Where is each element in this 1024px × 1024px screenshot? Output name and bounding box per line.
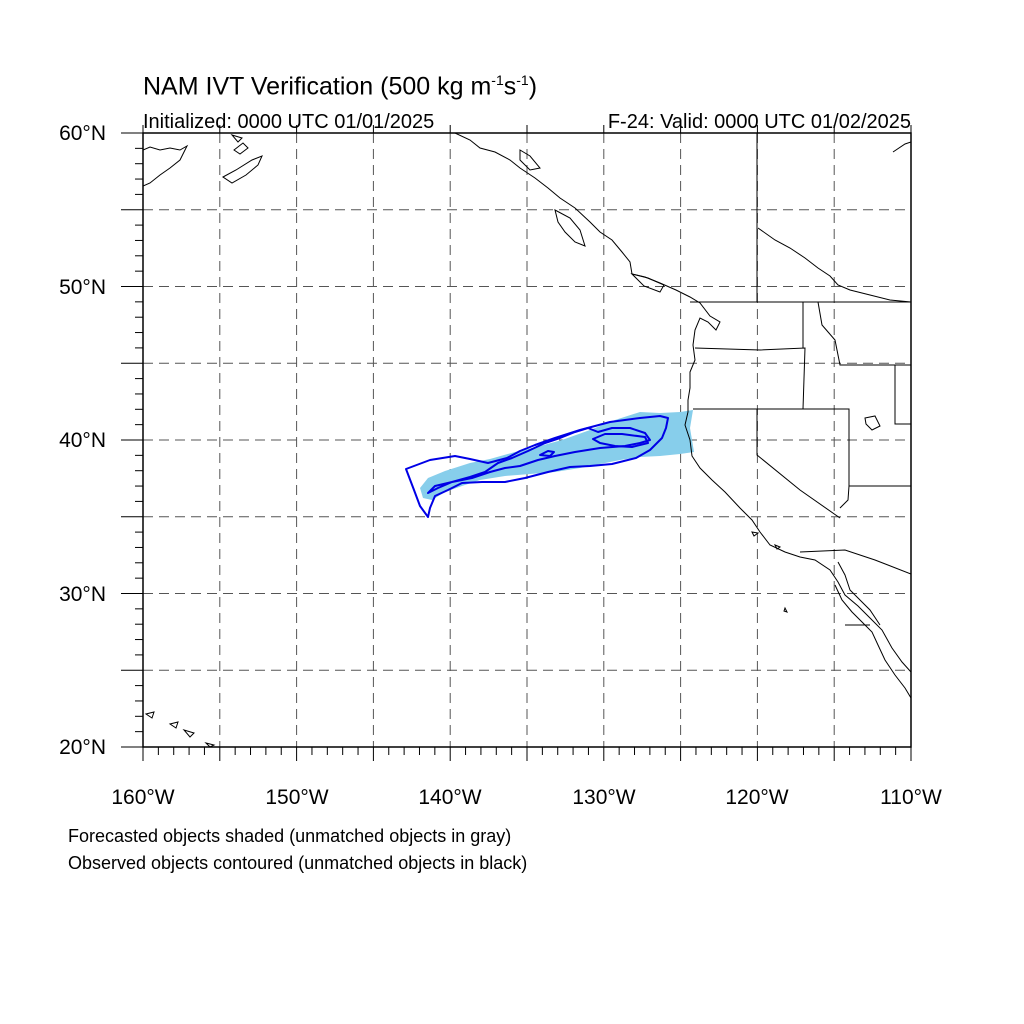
observed-object-hole-1 [592,433,649,448]
observed-object-inner [427,427,651,494]
lon-label-130w: 130°W [572,786,636,809]
title-exp1: -1 [491,72,504,88]
lat-label-20n: 20°N [59,736,106,759]
lat-label-60n: 60°N [59,122,106,145]
title-mid: s [503,72,517,101]
map-title: NAM IVT Verification (500 kg m-1s-1) [143,72,537,101]
lon-label-150w: 150°W [265,786,329,809]
lon-label-140w: 140°W [418,786,482,809]
lat-lon-grid [143,133,911,747]
coastlines [143,133,911,747]
observed-object-hole-2 [539,450,555,457]
valid-time: F-24: Valid: 0000 UTC 01/02/2025 [607,111,911,133]
lat-label-30n: 30°N [59,583,106,606]
initialized-time: Initialized: 0000 UTC 01/01/2025 [143,111,435,133]
observed-object-contours [405,415,669,518]
lat-label-50n: 50°N [59,276,106,299]
lat-label-40n: 40°N [59,429,106,452]
axis-ticks [121,125,912,761]
observed-legend-note: Observed objects contoured (unmatched ob… [68,853,528,873]
title-suffix: ) [528,72,538,101]
lon-label-160w: 160°W [111,786,175,809]
forecast-legend-note: Forecasted objects shaded (unmatched obj… [68,826,512,846]
observed-object-outer [405,415,669,518]
political-boundaries [690,133,911,626]
title-exp2: -1 [516,72,529,88]
lon-label-120w: 120°W [725,786,789,809]
title-prefix: NAM IVT Verification (500 kg m [143,72,492,101]
lon-label-110w: 110°W [880,786,942,809]
